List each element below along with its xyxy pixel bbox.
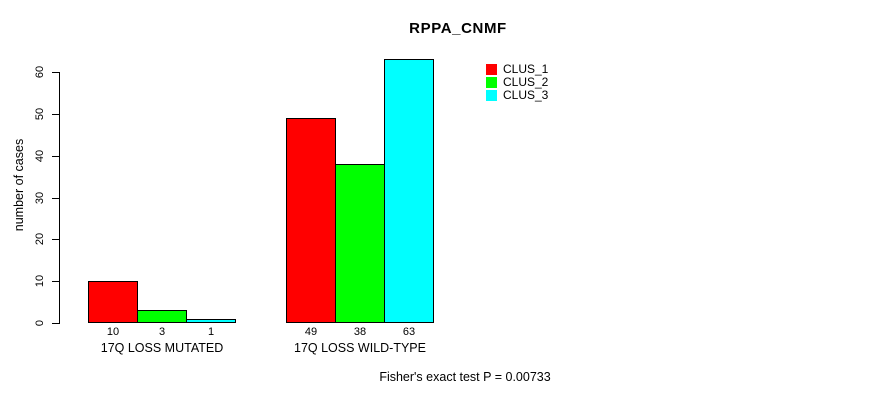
bar-value-label: 1 xyxy=(207,326,215,338)
y-axis-tick xyxy=(52,72,59,73)
y-axis-tick xyxy=(52,281,59,282)
bar-clus_3-group2 xyxy=(384,59,434,323)
y-axis-tick-label: 20 xyxy=(34,232,46,246)
y-axis-tick xyxy=(52,239,59,240)
legend-item-clus_3: CLUS_3 xyxy=(486,89,548,102)
bar-value-label: 3 xyxy=(158,326,166,338)
y-axis-tick xyxy=(52,114,59,115)
chart-title: RPPA_CNMF xyxy=(409,20,507,37)
legend-label: CLUS_2 xyxy=(503,75,549,89)
y-axis-tick-label: 60 xyxy=(34,65,46,79)
bar-clus_3-group1 xyxy=(186,319,236,323)
annotation-text: Fisher's exact test P = 0.00733 xyxy=(379,370,551,384)
bar-clus_2-group2 xyxy=(335,164,385,323)
legend-swatch-clus_1 xyxy=(486,64,497,75)
y-axis-tick-label: 40 xyxy=(34,149,46,163)
y-axis-tick-label: 0 xyxy=(34,319,46,327)
y-axis-tick xyxy=(52,323,59,324)
legend-swatch-clus_3 xyxy=(486,90,497,101)
y-axis-tick xyxy=(52,198,59,199)
y-axis-tick xyxy=(52,156,59,157)
legend-item-clus_1: CLUS_1 xyxy=(486,63,548,76)
legend-label: CLUS_1 xyxy=(503,62,549,76)
legend-swatch-clus_2 xyxy=(486,77,497,88)
bar-value-label: 49 xyxy=(304,326,318,338)
bar-value-label: 10 xyxy=(106,326,120,338)
bar-clus_1-group2 xyxy=(286,118,336,323)
x-axis-category-label: 17Q LOSS WILD-TYPE xyxy=(294,341,426,355)
legend-label: CLUS_3 xyxy=(503,88,549,102)
y-axis-tick-label: 10 xyxy=(34,274,46,288)
legend-item-clus_2: CLUS_2 xyxy=(486,76,548,89)
y-axis-tick-label: 50 xyxy=(34,107,46,121)
bar-value-label: 38 xyxy=(353,326,367,338)
y-axis-tick-label: 30 xyxy=(34,191,46,205)
x-axis-category-label: 17Q LOSS MUTATED xyxy=(100,341,224,355)
bar-value-label: 63 xyxy=(402,326,416,338)
legend: CLUS_1 CLUS_2 CLUS_3 xyxy=(486,63,548,102)
bar-clus_2-group1 xyxy=(137,310,187,323)
bar-clus_1-group1 xyxy=(88,281,138,323)
y-axis-title: number of cases xyxy=(12,138,26,232)
y-axis-line xyxy=(59,72,60,324)
